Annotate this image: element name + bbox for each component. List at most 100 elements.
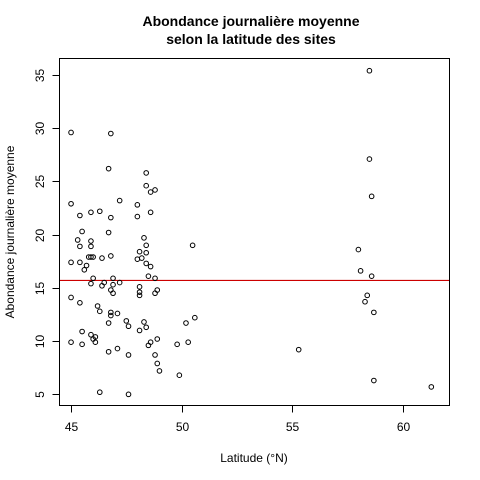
- data-point: [147, 189, 154, 195]
- data-point: [90, 275, 96, 282]
- data-point: [371, 309, 377, 316]
- data-point: [88, 243, 94, 250]
- y-tick-label: 30: [33, 122, 47, 136]
- data-point: [68, 129, 74, 136]
- data-point: [355, 246, 362, 253]
- data-point: [371, 377, 377, 384]
- y-tick-label: 20: [33, 229, 47, 243]
- data-point: [185, 339, 191, 345]
- data-point: [77, 243, 83, 250]
- y-tick-label: 10: [33, 335, 47, 349]
- data-point: [189, 242, 196, 249]
- data-point: [136, 248, 143, 255]
- data-point: [96, 208, 103, 215]
- data-point: [147, 263, 154, 270]
- data-point: [105, 165, 112, 172]
- data-point: [116, 279, 123, 286]
- y-tick-label: 25: [33, 175, 47, 189]
- data-point: [68, 200, 74, 207]
- y-tick-label: 15: [33, 282, 47, 296]
- data-point: [105, 348, 112, 355]
- data-point: [92, 339, 99, 345]
- data-point: [143, 260, 149, 267]
- data-point: [183, 320, 189, 326]
- data-point: [152, 187, 158, 193]
- data-point: [94, 303, 101, 309]
- x-axis: 45 50 55 60: [65, 405, 411, 434]
- data-point: [96, 389, 103, 396]
- chart-title-line-2: selon la latitude des sites: [166, 31, 336, 47]
- data-point: [136, 292, 143, 299]
- data-point: [105, 229, 112, 236]
- data-point: [366, 67, 373, 74]
- chart-title-line-1: Abondance journalière moyenne: [142, 13, 359, 29]
- data-point: [108, 309, 114, 316]
- data-point: [362, 298, 368, 305]
- data-point: [141, 319, 147, 325]
- data-point: [116, 197, 123, 204]
- data-point: [145, 273, 152, 279]
- data-point: [68, 259, 74, 266]
- data-point: [154, 360, 161, 367]
- data-point: [295, 346, 302, 353]
- x-tick-label: 60: [397, 420, 411, 434]
- data-point: [108, 312, 114, 319]
- data-point: [88, 331, 94, 338]
- x-tick-label: 50: [176, 420, 190, 434]
- data-point: [77, 259, 83, 266]
- data-point: [110, 290, 116, 297]
- data-point: [147, 209, 154, 216]
- data-point: [368, 193, 375, 200]
- data-point: [101, 279, 108, 286]
- data-point: [125, 391, 132, 398]
- data-point: [77, 299, 83, 306]
- data-point: [77, 212, 83, 219]
- data-point: [108, 214, 114, 221]
- data-point: [136, 327, 143, 334]
- data-point: [364, 292, 371, 299]
- data-point: [154, 287, 161, 293]
- data-point: [105, 320, 112, 326]
- data-point: [152, 352, 158, 358]
- data-point: [368, 273, 375, 279]
- data-point: [174, 341, 180, 348]
- data-point: [152, 275, 158, 282]
- data-point: [114, 345, 121, 352]
- data-point: [125, 352, 132, 358]
- data-point: [143, 324, 149, 331]
- data-point: [154, 336, 161, 342]
- data-point: [134, 202, 141, 208]
- data-point: [366, 156, 373, 162]
- data-point: [99, 255, 105, 261]
- x-tick-label: 55: [286, 420, 300, 434]
- data-point: [143, 249, 149, 256]
- data-point: [81, 266, 88, 273]
- data-point: [108, 130, 114, 137]
- x-tick-label: 45: [65, 420, 79, 434]
- data-point: [134, 213, 141, 220]
- data-point: [138, 255, 145, 261]
- data-point: [147, 339, 154, 345]
- y-tick-label: 35: [33, 69, 47, 83]
- data-point: [79, 328, 85, 335]
- data-point: [79, 341, 85, 348]
- data-point: [176, 372, 183, 378]
- data-point: [136, 284, 143, 290]
- data-point: [428, 384, 435, 390]
- data-point: [68, 294, 74, 301]
- data-point: [136, 289, 143, 295]
- data-point: [88, 238, 94, 244]
- data-point: [110, 275, 116, 282]
- data-point: [123, 318, 130, 324]
- y-axis: 5 10 15 20 25 30 35: [33, 69, 60, 398]
- data-point: [110, 281, 116, 288]
- data-point: [68, 339, 74, 345]
- data-point: [156, 368, 163, 374]
- data-point: [88, 280, 94, 287]
- x-axis-label: Latitude (°N): [220, 451, 288, 465]
- data-points: [68, 67, 435, 398]
- data-point: [357, 268, 364, 274]
- data-point: [108, 253, 114, 259]
- data-point: [125, 323, 132, 330]
